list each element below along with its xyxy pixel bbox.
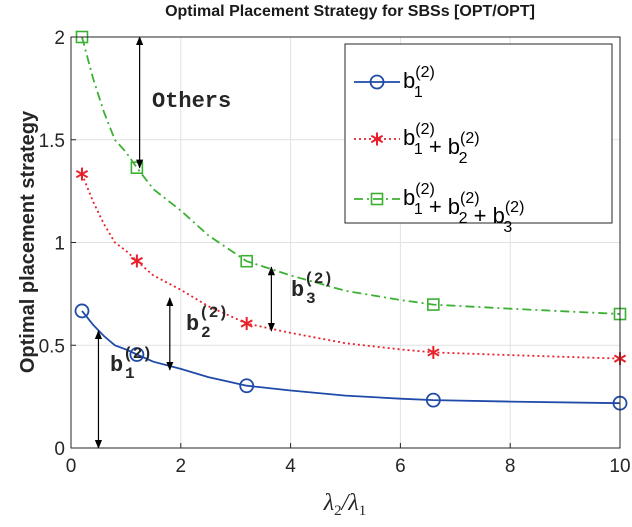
x-tick-label: 8 bbox=[505, 456, 516, 477]
legend-box bbox=[344, 43, 613, 224]
data-point-s2 bbox=[427, 345, 440, 359]
x-label-lambda-den: λ bbox=[347, 490, 358, 516]
x-tick-label: 10 bbox=[609, 456, 630, 477]
data-point-s3 bbox=[427, 298, 440, 311]
data-point-s3 bbox=[240, 254, 253, 268]
x-tick-label: 4 bbox=[285, 456, 296, 477]
legend: b(2) 1 b(2) 1 + b(2) 2 b(2) 1 + b(2) 2 + b(2) 3 bbox=[344, 43, 613, 236]
x-tick-label: 6 bbox=[395, 456, 406, 477]
x-tick-label: 2 bbox=[176, 456, 187, 477]
legend-marker-s1 bbox=[369, 74, 385, 90]
annotation-b2-3: b(2) 3 bbox=[291, 270, 333, 308]
legend-marker-s3 bbox=[370, 192, 384, 206]
chart-title: Optimal Placement Strategy for SBSs [OPT… bbox=[165, 3, 535, 20]
legend-label-s3: b(2) 1 + b(2) 2 + b(2) 3 bbox=[403, 181, 524, 236]
x-label-den-sub: 1 bbox=[359, 503, 367, 519]
annotation-others: Others bbox=[152, 89, 231, 114]
series-line-s2 bbox=[81, 173, 621, 360]
x-axis-label: λ2/λ1 bbox=[323, 490, 366, 519]
data-point-s1 bbox=[74, 303, 90, 319]
data-point-s2 bbox=[130, 254, 144, 268]
y-axis-label: Optimal placement strategy bbox=[17, 110, 39, 373]
annotation-b2-2: b(2) 2 bbox=[186, 304, 228, 342]
series-line-s3 bbox=[81, 36, 621, 315]
x-tick-label: 0 bbox=[66, 456, 77, 477]
x-label-num-sub: 2 bbox=[334, 503, 342, 519]
annotation-b2-1: b(2) 1 bbox=[110, 345, 152, 383]
y-tick-label: 1 bbox=[54, 234, 65, 255]
data-point-s2 bbox=[75, 167, 89, 181]
data-point-s2 bbox=[240, 316, 253, 330]
data-point-s1 bbox=[239, 378, 255, 394]
y-tick-label: 0.5 bbox=[39, 336, 65, 357]
data-point-s1 bbox=[129, 347, 145, 362]
y-tick-label: 2 bbox=[54, 28, 65, 49]
y-tick-label: 1.5 bbox=[39, 131, 65, 152]
legend-label-s1: b(2) 1 bbox=[403, 64, 435, 101]
series-line-s1 bbox=[81, 310, 621, 405]
legend-marker-s2 bbox=[370, 132, 384, 146]
axis-ticks: 0 2 4 6 8 10 0 0.5 1 1.5 2 bbox=[39, 28, 631, 477]
annotation-arrows bbox=[94, 36, 275, 449]
x-label-lambda-num: λ bbox=[323, 490, 334, 516]
legend-label-s2: b(2) 1 + b(2) 2 bbox=[403, 121, 480, 167]
y-tick-label: 0 bbox=[54, 439, 65, 460]
data-point-s1 bbox=[425, 392, 441, 408]
